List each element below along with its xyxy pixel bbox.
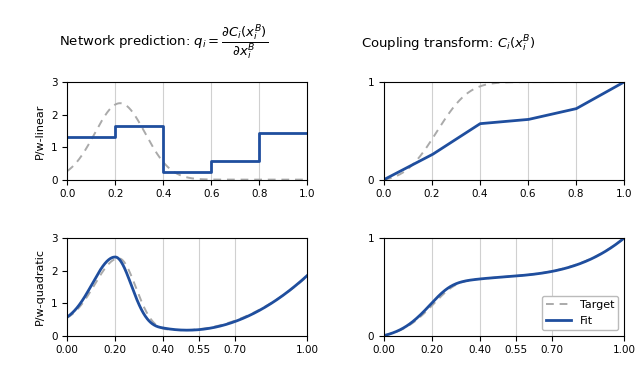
Y-axis label: P/w-linear: P/w-linear xyxy=(35,103,45,159)
Text: Coupling transform: $C_i(x_i^B)$: Coupling transform: $C_i(x_i^B)$ xyxy=(361,34,535,54)
Text: Network prediction: $q_i = \dfrac{\partial C_i(x_i^B)}{\partial x_i^B}$: Network prediction: $q_i = \dfrac{\parti… xyxy=(59,22,268,62)
Legend: Target, Fit: Target, Fit xyxy=(541,296,618,330)
Y-axis label: P/w-quadratic: P/w-quadratic xyxy=(35,248,45,325)
